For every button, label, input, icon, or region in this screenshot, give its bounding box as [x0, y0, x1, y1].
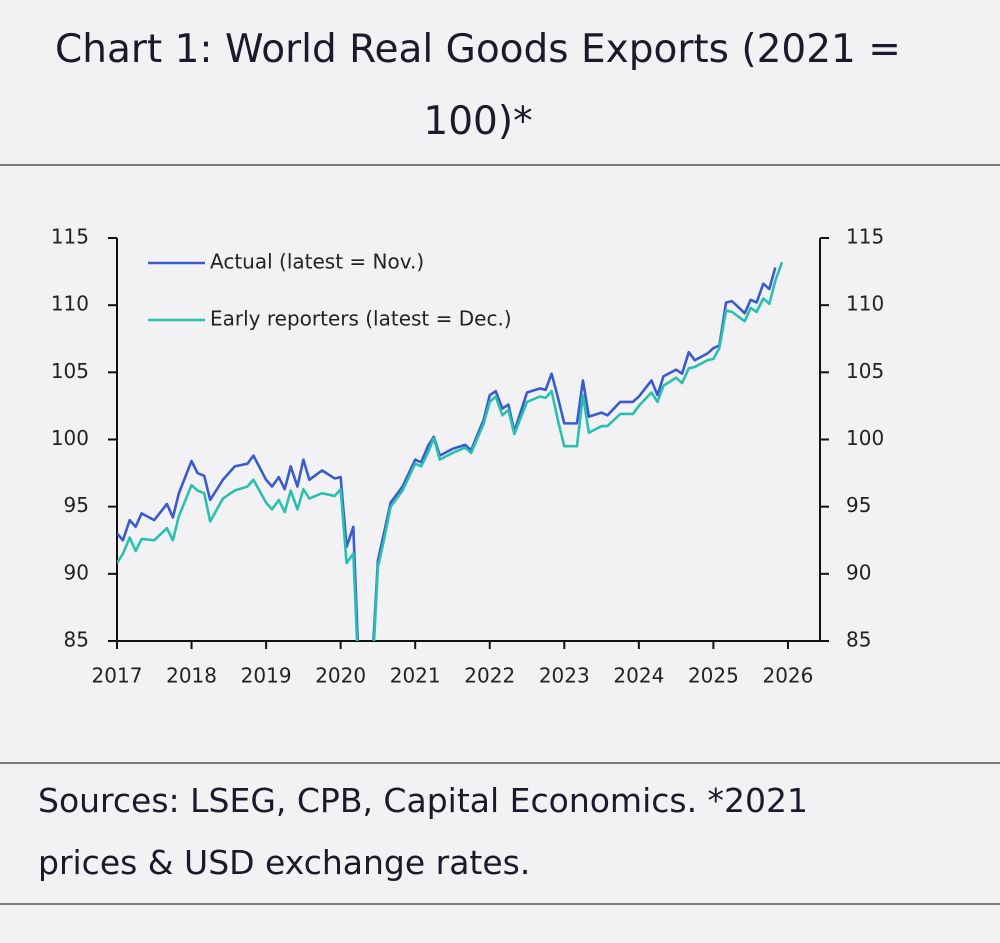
y-tick-label: 105 [51, 359, 89, 383]
y2-tick-label: 90 [846, 560, 871, 584]
y-tick-label: 85 [64, 628, 89, 652]
series-line [117, 267, 777, 641]
x-tick-label: 2019 [241, 664, 292, 688]
x-tick-label: 2023 [539, 664, 590, 688]
y-tick-label: 110 [51, 292, 89, 316]
y2-tick-label: 115 [846, 225, 884, 249]
x-tick-label: 2026 [762, 664, 813, 688]
divider [0, 903, 1000, 905]
y2-tick-label: 100 [846, 426, 884, 450]
x-tick-label: 2021 [390, 664, 441, 688]
y-tick-label: 95 [64, 493, 89, 517]
y2-tick-label: 105 [846, 359, 884, 383]
y2-tick-label: 110 [846, 292, 884, 316]
chart-title: Chart 1: World Real Goods Exports (2021 … [55, 27, 901, 144]
x-tick-label: 2017 [92, 664, 143, 688]
x-tick-label: 2022 [464, 664, 515, 688]
source-note: Sources: LSEG, CPB, Capital Economics. *… [38, 781, 809, 882]
plot-area [117, 261, 784, 641]
divider [0, 164, 1000, 166]
x-tick-label: 2025 [688, 664, 739, 688]
chart: 85 90 95 100 105 110 115 85 90 95 100 105 110 115 2017… [51, 225, 884, 688]
legend-label: Early reporters (latest = Dec.) [210, 307, 512, 331]
y-tick-label: 90 [64, 560, 89, 584]
y2-tick-label: 95 [846, 493, 871, 517]
series-line [117, 261, 784, 641]
y-tick-label: 100 [51, 426, 89, 450]
x-tick-label: 2018 [166, 664, 217, 688]
x-tick-label: 2024 [613, 664, 664, 688]
divider [0, 762, 1000, 764]
legend-label: Actual (latest = Nov.) [210, 250, 424, 274]
y2-tick-label: 85 [846, 628, 871, 652]
x-tick-label: 2020 [315, 664, 366, 688]
y-tick-label: 115 [51, 225, 89, 249]
